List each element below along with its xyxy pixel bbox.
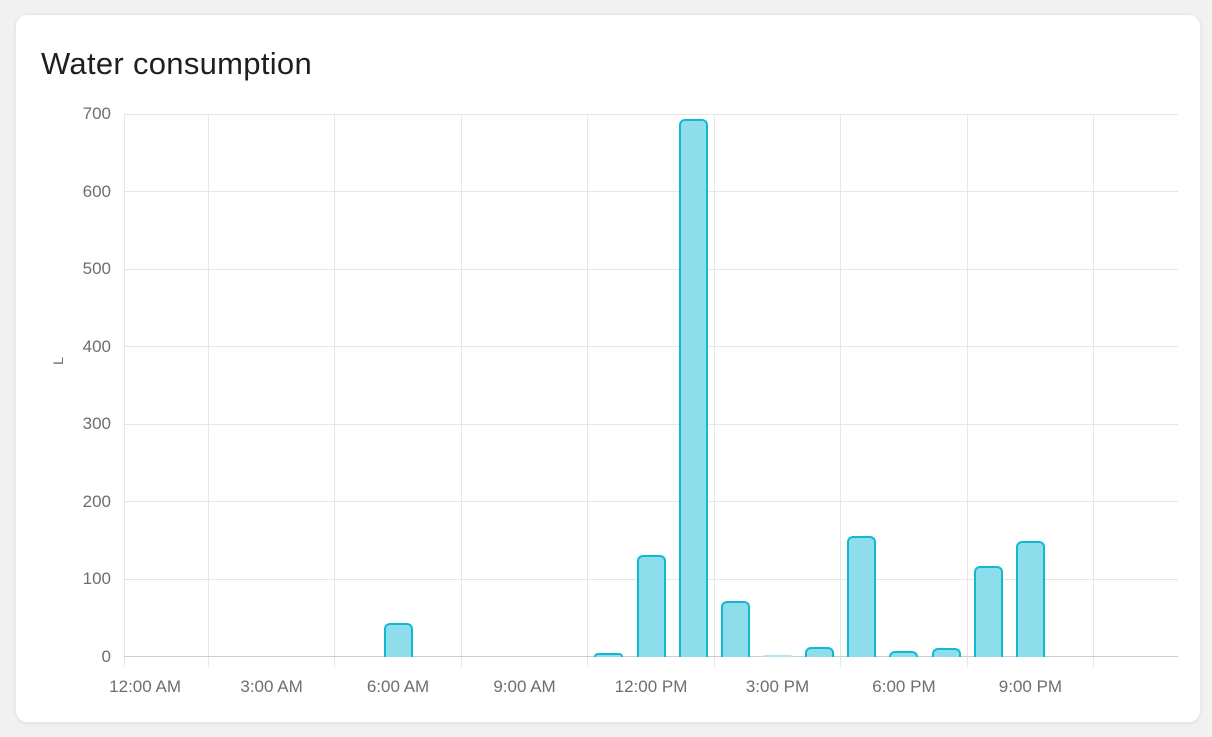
card-title: Water consumption bbox=[41, 46, 313, 81]
x-axis-tick-label: 3:00 PM bbox=[745, 677, 810, 696]
y-axis-tick-label: 100 bbox=[82, 569, 111, 589]
x-axis-tick-label: 9:00 PM bbox=[998, 677, 1063, 696]
grid-line-horizontal bbox=[124, 268, 1178, 270]
x-axis-tick-label: 3:00 AM bbox=[240, 677, 303, 696]
x-axis-tick-label: 6:00 AM bbox=[366, 677, 430, 696]
x-axis-tick-labels: 12:00 AM 3:00 AM 6:00 AM 9:00 AM 12:00 PM 3:0… bbox=[109, 677, 1178, 701]
bar-1200pm[interactable] bbox=[636, 555, 666, 657]
grid-line-vertical bbox=[1093, 114, 1095, 667]
grid-line-vertical bbox=[713, 114, 715, 667]
y-axis-tick-label: 200 bbox=[82, 491, 111, 511]
y-axis-tick-label: 400 bbox=[82, 336, 111, 356]
bar-300pm[interactable] bbox=[762, 655, 792, 657]
bar-100pm[interactable] bbox=[678, 118, 708, 657]
grid-line-horizontal bbox=[124, 113, 1178, 115]
bar-600pm[interactable] bbox=[889, 650, 919, 657]
bar-600am[interactable] bbox=[383, 622, 413, 657]
y-axis-tick-label: 300 bbox=[82, 414, 111, 434]
y-axis-tick-label: 700 bbox=[82, 104, 111, 123]
grid-line-horizontal bbox=[124, 423, 1178, 425]
x-axis-tick-label: 12:00 PM bbox=[614, 677, 688, 696]
grid-line-vertical bbox=[460, 114, 462, 667]
bar-1100am[interactable] bbox=[594, 653, 624, 657]
y-axis-tick-label: 600 bbox=[82, 181, 111, 201]
grid-line-vertical bbox=[207, 114, 209, 667]
bar-700pm[interactable] bbox=[931, 648, 961, 657]
bar-500pm[interactable] bbox=[847, 536, 877, 657]
grid-line-vertical bbox=[966, 114, 968, 667]
grid-line-vertical bbox=[334, 114, 336, 667]
chart-plot-area[interactable] bbox=[124, 113, 1178, 667]
bar-200pm[interactable] bbox=[720, 601, 750, 657]
y-axis-tick-label: 0 bbox=[101, 647, 111, 666]
bar-800pm[interactable] bbox=[973, 566, 1003, 657]
grid-line-horizontal bbox=[124, 346, 1178, 348]
y-axis-tick-labels: 0 100 200 300 400 500 600 700 bbox=[16, 105, 111, 666]
bar-900pm[interactable] bbox=[1015, 541, 1045, 657]
grid-line-horizontal bbox=[124, 501, 1178, 503]
bar-400pm[interactable] bbox=[805, 646, 835, 657]
water-consumption-card: Water consumption 0 100 200 300 400 500 600 700… bbox=[15, 14, 1201, 723]
x-axis-tick-label: 9:00 AM bbox=[493, 677, 556, 696]
y-axis-line bbox=[124, 114, 125, 667]
x-axis-tick-label: 12:00 AM bbox=[109, 677, 181, 696]
grid-line-horizontal bbox=[124, 191, 1178, 193]
y-axis-unit-label: L bbox=[50, 357, 66, 365]
grid-line-vertical bbox=[840, 114, 842, 667]
grid-line-vertical bbox=[587, 114, 589, 667]
y-axis-tick-label: 500 bbox=[82, 259, 111, 279]
water-consumption-bar-chart: 0 100 200 300 400 500 600 700 12:00 AM 3:00 AM 6:… bbox=[16, 15, 1202, 724]
x-axis-tick-label: 6:00 PM bbox=[872, 677, 936, 696]
